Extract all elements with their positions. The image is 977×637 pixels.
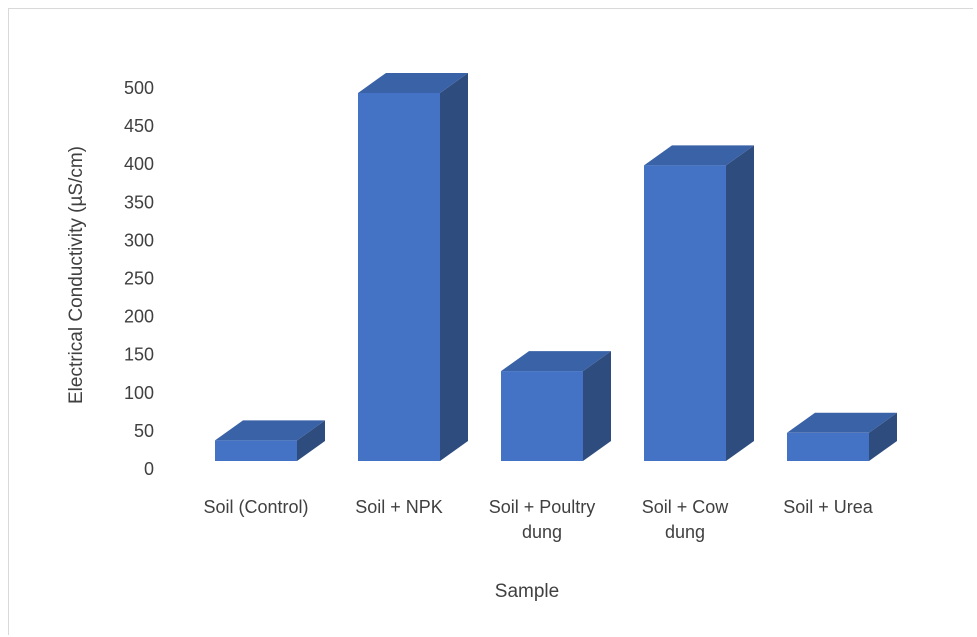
bar-top-face (644, 145, 754, 166)
x-tick-label: Soil (Control) (203, 497, 308, 517)
y-tick-label: 350 (124, 192, 154, 212)
y-axis-ticks: 0 50 100 150 200 250 300 350 400 450 500 (124, 78, 154, 479)
bar-front-face (358, 92, 440, 461)
bar-front-face (501, 371, 583, 461)
bar-side-face (583, 351, 611, 461)
x-tick-label: Soil + NPK (355, 497, 443, 517)
chart-frame (8, 8, 973, 635)
bar-side-face (440, 72, 468, 461)
y-axis-label: Electrical Conductivity (µS/cm) (66, 146, 87, 404)
bar (215, 420, 325, 461)
bar-top-face (215, 420, 325, 441)
bar (358, 72, 468, 461)
bar (501, 351, 611, 461)
bar-front-face (644, 165, 726, 461)
bar (644, 145, 754, 461)
y-tick-label: 100 (124, 383, 154, 403)
bar (787, 412, 897, 461)
x-tick-label: Soil + Poultry dung (489, 497, 596, 542)
bar-top-face (501, 351, 611, 372)
x-axis-ticks: Soil (Control) Soil + NPK Soil + Poultry du… (203, 497, 873, 542)
y-tick-label: 300 (124, 230, 154, 250)
bar-front-face (787, 432, 869, 461)
x-axis-label: Sample (495, 581, 559, 602)
bar-side-face (726, 145, 754, 461)
y-tick-label: 400 (124, 154, 154, 174)
bar-top-face (787, 412, 897, 433)
y-tick-label: 250 (124, 269, 154, 289)
x-tick-label: Soil + Cow dung (642, 497, 730, 542)
y-tick-label: 200 (124, 307, 154, 327)
y-tick-label: 0 (144, 459, 154, 479)
bar-side-face (297, 420, 325, 461)
bar-top-face (358, 72, 468, 93)
bar-front-face (215, 440, 297, 461)
y-tick-label: 500 (124, 78, 154, 98)
x-tick-label: Soil + Urea (783, 497, 874, 517)
bar-side-face (869, 412, 897, 461)
y-tick-label: 150 (124, 345, 154, 365)
y-tick-label: 450 (124, 116, 154, 136)
y-tick-label: 50 (134, 421, 154, 441)
bars (215, 72, 897, 461)
